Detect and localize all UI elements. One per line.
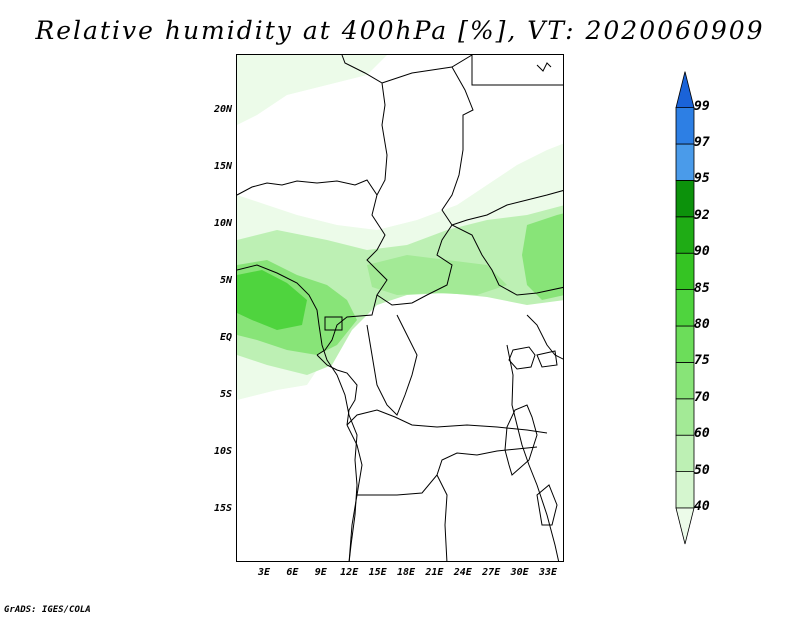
lat-tick-label: 5N [219, 275, 232, 286]
colorbar-box [675, 107, 695, 145]
lon-tick-label: 12E [340, 567, 359, 578]
lat-tick-label: 15N [213, 161, 232, 172]
lon-tick-label: 27E [482, 567, 501, 578]
lat-tick-label: 10S [213, 446, 232, 457]
lon-tick-label: 18E [396, 567, 416, 578]
colorbar-box [675, 361, 695, 400]
colorbar-box [675, 252, 695, 290]
colorbar-box [675, 216, 695, 254]
chart-title: Relative humidity at 400hPa [%], VT: 202… [35, 16, 765, 45]
credit-text: GrADS: IGES/COLA [4, 605, 91, 615]
colorbar-bottom-arrow [675, 507, 695, 545]
lon-tick-label: 3E [257, 567, 271, 578]
lon-tick-label: 15E [368, 567, 387, 578]
coastline-east [536, 62, 552, 72]
colorbar-level-label: 40 [694, 499, 710, 514]
map-canvas [237, 55, 563, 561]
lat-tick-label: EQ [219, 332, 232, 343]
lat-tick-label: 10N [213, 218, 232, 229]
lon-tick-label: 21E [425, 567, 444, 578]
country-borders [237, 55, 563, 561]
colorbar-level-label: 97 [694, 135, 710, 150]
lat-tick-label: 15S [213, 503, 232, 514]
colorbar-box [675, 325, 695, 363]
colorbar-level-label: 50 [694, 462, 710, 478]
colorbar-level-label: 80 [694, 317, 710, 332]
lon-tick-label: 6E [286, 567, 299, 578]
colorbar-level-label: 75 [694, 353, 710, 369]
colorbar-box [675, 471, 695, 509]
colorbar-box [675, 180, 695, 218]
lon-tick-label: 30E [510, 567, 529, 578]
map-panel [236, 54, 564, 562]
colorbar [675, 71, 695, 545]
colorbar-top-arrow [675, 71, 695, 108]
colorbar-box [675, 398, 695, 436]
lat-tick-label: 5S [219, 389, 232, 400]
coastline [237, 264, 358, 561]
humidity-patch-north [237, 55, 387, 125]
colorbar-level-label: 90 [694, 244, 710, 260]
colorbar-level-label: 60 [694, 426, 710, 442]
lat-tick-label: 20N [213, 104, 232, 115]
colorbar-level-label: 85 [694, 280, 710, 296]
colorbar-level-label: 70 [694, 389, 710, 405]
colorbar-level-label: 92 [694, 207, 710, 223]
colorbar-box [675, 289, 695, 327]
colorbar-level-label: 95 [694, 171, 710, 187]
humidity-patch-central [367, 255, 507, 295]
colorbar-level-label: 99 [694, 98, 710, 114]
humidity-patch-east [522, 213, 563, 300]
humidity-core-85 [237, 270, 307, 330]
lake-victoria [508, 346, 536, 370]
lon-tick-label: 24E [453, 567, 472, 578]
lon-tick-label: 33E [538, 567, 558, 578]
colorbar-box [675, 434, 695, 473]
lon-tick-label: 9E [314, 567, 327, 578]
colorbar-box [675, 143, 695, 181]
